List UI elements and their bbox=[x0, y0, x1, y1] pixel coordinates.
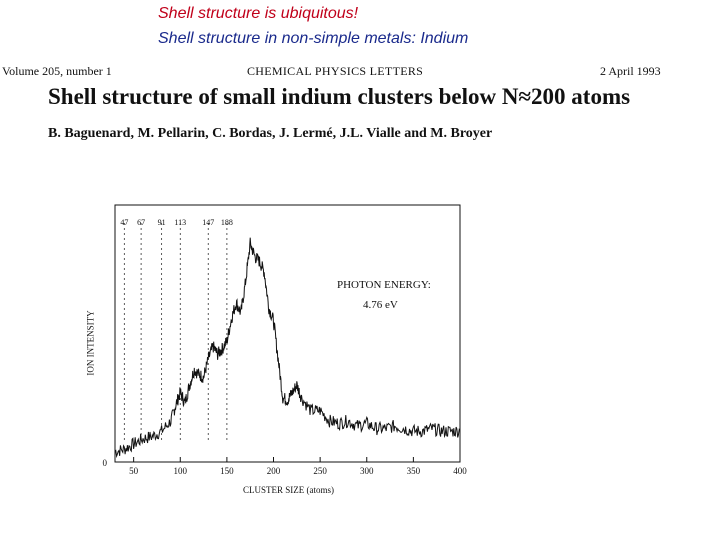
paper-title: Shell structure of small indium clusters… bbox=[48, 84, 631, 109]
x-tick-label: 100 bbox=[174, 466, 188, 476]
x-tick-label: 350 bbox=[407, 466, 421, 476]
x-axis-label: CLUSTER SIZE (atoms) bbox=[243, 485, 334, 495]
x-tick-label: 200 bbox=[267, 466, 281, 476]
photon-energy-label: PHOTON ENERGY: bbox=[337, 279, 431, 291]
x-axis-ticks: 50 100 150 200 250 300 350 400 bbox=[129, 457, 467, 476]
spectrum-line bbox=[114, 237, 461, 459]
x-tick-label: 150 bbox=[220, 466, 234, 476]
magic-number-label: 67 bbox=[137, 218, 145, 227]
magic-number-label: 91 bbox=[158, 218, 166, 227]
magic-number-label: 47 bbox=[120, 218, 128, 227]
x-tick-label: 250 bbox=[313, 466, 327, 476]
magic-number-label: 147 bbox=[202, 218, 214, 227]
magic-number-guides: 47 67 91 113 147 188 bbox=[120, 218, 233, 442]
slide-title-line-1: Shell structure is ubiquitous! bbox=[158, 5, 359, 22]
slide-title-line-2: Shell structure in non-simple metals: In… bbox=[158, 30, 469, 47]
figure-frame: 0 bbox=[103, 204, 461, 468]
spectrum-trace bbox=[114, 237, 461, 459]
journal-volume: Volume 205, number 1 bbox=[2, 64, 112, 78]
photon-energy-value: 4.76 eV bbox=[363, 299, 398, 311]
x-tick-label: 300 bbox=[360, 466, 374, 476]
x-tick-label: 50 bbox=[129, 466, 139, 476]
x-tick-label: 400 bbox=[453, 466, 467, 476]
magic-number-label: 113 bbox=[174, 218, 186, 227]
plot-frame bbox=[114, 204, 461, 463]
publication-date: 2 April 1993 bbox=[600, 64, 661, 78]
journal-name: CHEMICAL PHYSICS LETTERS bbox=[247, 64, 424, 78]
paper-authors: B. Baguenard, M. Pellarin, C. Bordas, J.… bbox=[48, 126, 493, 141]
y-axis-label: ION INTENSITY bbox=[85, 310, 96, 376]
magic-number-label: 188 bbox=[221, 218, 233, 227]
y-tick-label: 0 bbox=[103, 458, 108, 468]
